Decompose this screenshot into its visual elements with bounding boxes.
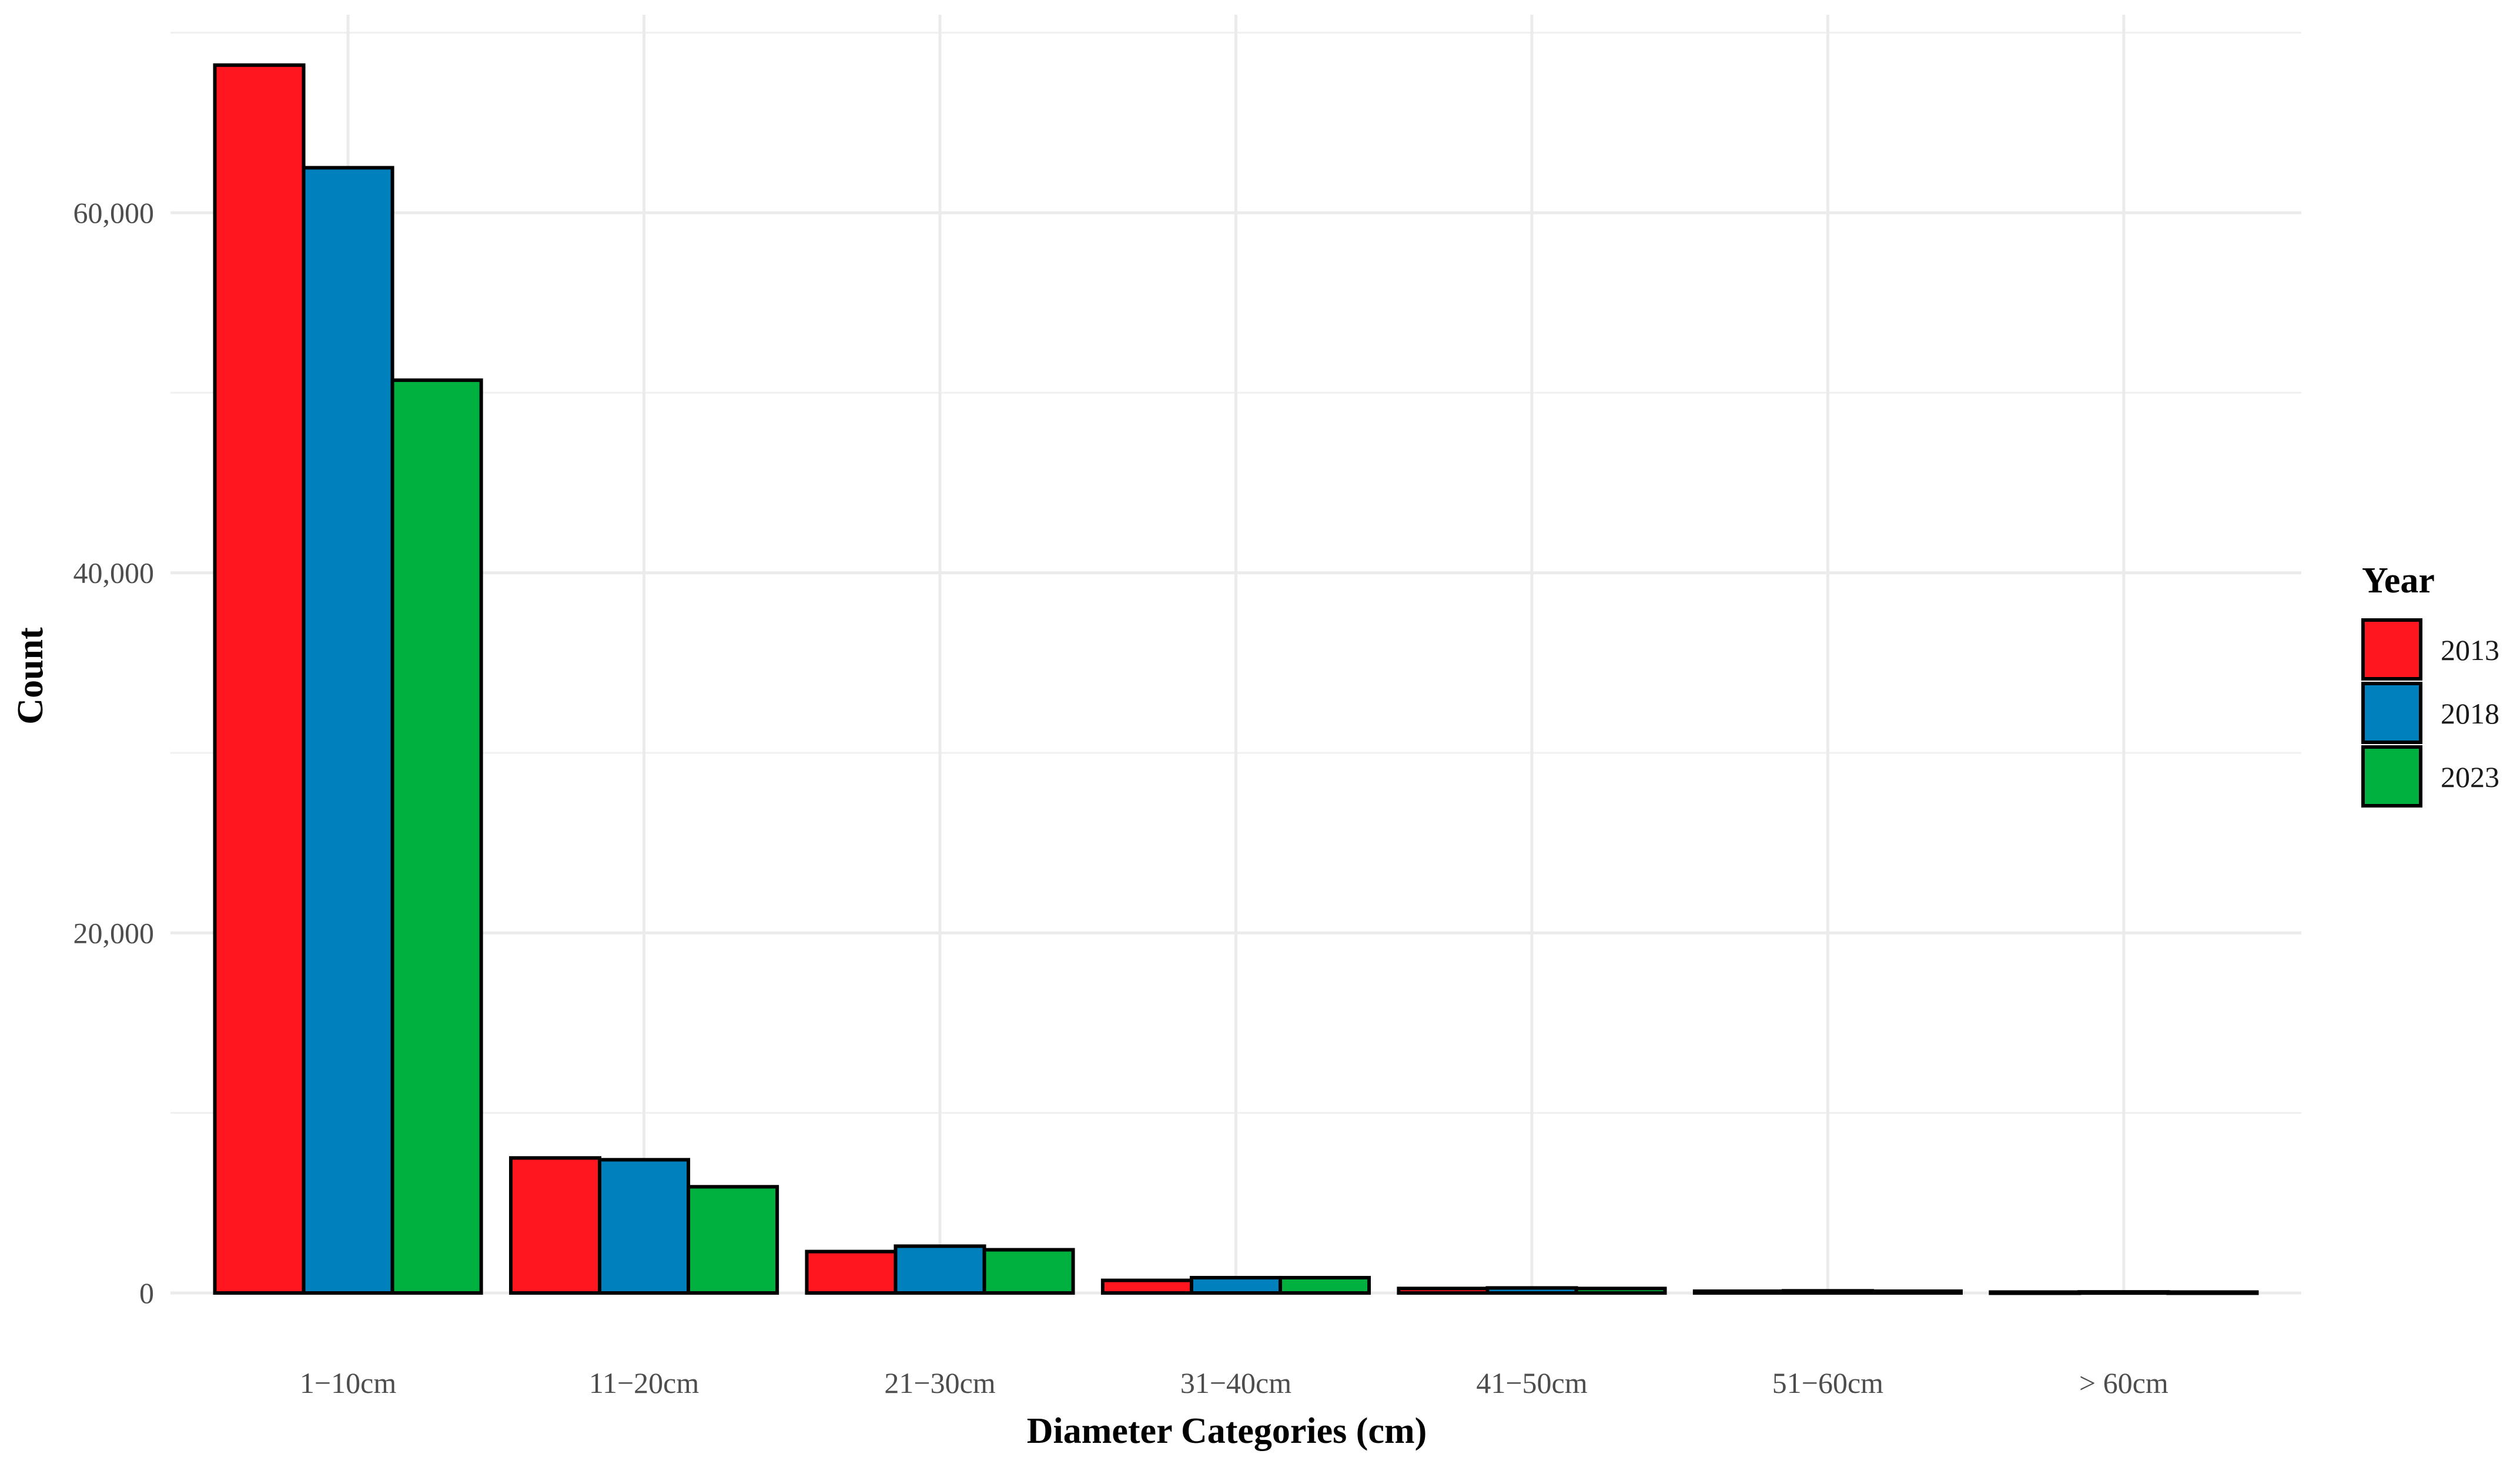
bar bbox=[508, 1156, 602, 1295]
legend-label: 2018 bbox=[2441, 697, 2499, 730]
bar bbox=[1279, 1275, 1371, 1295]
bar bbox=[1574, 1287, 1667, 1295]
bar bbox=[1989, 1290, 2081, 1295]
bar bbox=[1485, 1286, 1578, 1295]
bar bbox=[982, 1248, 1075, 1295]
y-tick-label: 20,000 bbox=[73, 916, 155, 949]
x-tick-label: > 60cm bbox=[2079, 1366, 2168, 1399]
legend: Year 2013 2018 2023 bbox=[2361, 561, 2499, 808]
x-axis-ticks: 1−10cm 11−20cm 21−30cm 31−40cm 41−50cm 51−60c… bbox=[300, 1366, 2168, 1399]
bar bbox=[2166, 1290, 2259, 1295]
bars bbox=[213, 63, 2259, 1295]
bar bbox=[213, 63, 306, 1295]
bar bbox=[390, 378, 483, 1295]
bar bbox=[1189, 1275, 1283, 1295]
x-tick-label: 41−50cm bbox=[1476, 1366, 1587, 1399]
bar bbox=[1100, 1278, 1193, 1295]
x-tick-label: 21−30cm bbox=[884, 1366, 995, 1399]
y-tick-label: 40,000 bbox=[73, 557, 155, 589]
y-axis-title: Count bbox=[11, 627, 51, 725]
bar bbox=[1397, 1287, 1490, 1295]
bar bbox=[1781, 1289, 1874, 1295]
bar bbox=[302, 166, 394, 1295]
y-tick-label: 0 bbox=[139, 1277, 154, 1309]
legend-key bbox=[2361, 745, 2422, 808]
x-tick-label: 31−40cm bbox=[1180, 1366, 1291, 1399]
legend-key bbox=[2361, 682, 2422, 744]
x-tick-label: 51−60cm bbox=[1772, 1366, 1883, 1399]
bar bbox=[2077, 1290, 2170, 1295]
x-axis-title: Diameter Categories (cm) bbox=[1027, 1411, 1427, 1451]
legend-key bbox=[2361, 618, 2422, 681]
bar bbox=[1692, 1289, 1785, 1295]
bar bbox=[893, 1244, 986, 1295]
y-axis-ticks: 0 20,000 40,000 60,000 bbox=[73, 196, 155, 1309]
grid-lines bbox=[170, 15, 2301, 1295]
x-tick-label: 1−10cm bbox=[300, 1366, 396, 1399]
legend-label: 2023 bbox=[2441, 761, 2499, 793]
x-tick-label: 11−20cm bbox=[589, 1366, 700, 1399]
bar bbox=[598, 1158, 691, 1295]
bar bbox=[687, 1185, 779, 1295]
legend-title: Year bbox=[2362, 561, 2435, 601]
bar bbox=[1870, 1289, 1963, 1295]
y-tick-label: 60,000 bbox=[73, 196, 155, 229]
legend-label: 2013 bbox=[2441, 634, 2499, 666]
bar bbox=[805, 1249, 898, 1295]
